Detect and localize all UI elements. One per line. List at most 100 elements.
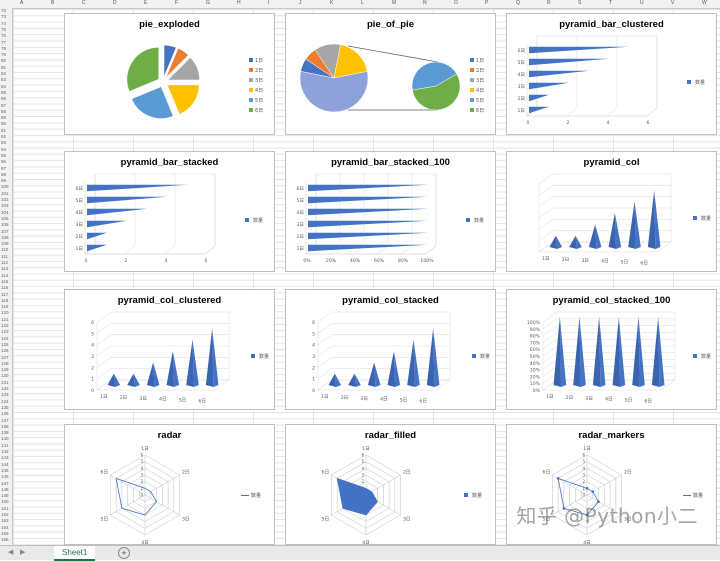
row-header[interactable]: 153	[1, 518, 9, 524]
column-header[interactable]: S	[578, 0, 582, 6]
row-header[interactable]: 92	[1, 134, 7, 139]
column-header[interactable]: U	[640, 0, 644, 6]
spreadsheet-area[interactable]: A B C D E F G H I J K L M N O P Q R S T U V W 72 73 74 75 76 77 78 79…	[0, 0, 720, 545]
row-header[interactable]: 73	[1, 14, 7, 20]
row-header[interactable]: 107	[1, 228, 9, 234]
chart-pyramid-col[interactable]: pyramid_col 1日 2日 3日 4日 5日 6日 数量	[506, 151, 717, 272]
row-header[interactable]: 118	[1, 297, 9, 303]
row-header[interactable]: 146	[1, 474, 9, 480]
row-header[interactable]: 89	[1, 115, 7, 121]
row-header[interactable]: 116	[1, 285, 9, 291]
row-header[interactable]: 119	[1, 304, 9, 310]
row-header[interactable]: 148	[1, 486, 9, 492]
row-header[interactable]: 74	[1, 20, 7, 26]
row-header[interactable]: 105	[1, 215, 9, 221]
column-header[interactable]: C	[82, 0, 86, 6]
row-header[interactable]: 140	[1, 436, 9, 442]
chart-pie-exploded[interactable]: pie_exploded 1日 2日 3日 4日 5日 6日	[64, 13, 275, 135]
row-header[interactable]: 85	[1, 89, 7, 95]
column-header[interactable]: N	[423, 0, 427, 6]
row-header[interactable]: 127	[1, 354, 9, 360]
chart-pyramid-bar-stacked[interactable]: pyramid_bar_stacked 0 2 4 6 1日 2日 3日 4日 5日 6日 数量	[64, 151, 275, 272]
column-header[interactable]: E	[144, 0, 148, 6]
row-header[interactable]: 82	[1, 71, 7, 76]
row-header[interactable]: 136	[1, 411, 9, 417]
row-header[interactable]: 93	[1, 140, 7, 146]
row-header[interactable]: 138	[1, 423, 9, 429]
row-header[interactable]: 108	[1, 234, 9, 240]
row-header[interactable]: 124	[1, 335, 9, 341]
row-header[interactable]: 113	[1, 266, 9, 272]
row-header[interactable]: 122	[1, 323, 9, 328]
row-header[interactable]: 83	[1, 77, 7, 83]
row-header[interactable]: 104	[1, 209, 9, 215]
column-header[interactable]: G	[206, 0, 210, 6]
row-header[interactable]: 97	[1, 165, 7, 171]
row-header[interactable]: 152	[1, 512, 9, 517]
next-sheet-icon[interactable]: ▶	[20, 549, 26, 556]
row-header[interactable]: 121	[1, 316, 9, 322]
column-header[interactable]: W	[702, 0, 707, 6]
row-header[interactable]: 141	[1, 442, 9, 448]
row-header[interactable]: 98	[1, 171, 7, 177]
chart-pyramid-col-stacked-100[interactable]: pyramid_col_stacked_100 0% 10% 20% 30% 40% 50%…	[506, 289, 717, 410]
column-header[interactable]: D	[113, 0, 117, 6]
column-header[interactable]: V	[671, 0, 675, 6]
column-header[interactable]: B	[51, 0, 55, 6]
row-header[interactable]: 77	[1, 39, 7, 45]
row-header[interactable]: 130	[1, 373, 9, 379]
row-header[interactable]: 88	[1, 108, 7, 114]
column-header[interactable]: O	[454, 0, 458, 6]
row-header[interactable]: 156	[1, 537, 9, 543]
row-header[interactable]: 106	[1, 222, 9, 228]
column-header[interactable]: P	[485, 0, 489, 6]
chart-pie-of-pie[interactable]: pie_of_pie 1日 2日 3日 4日 5日 6日	[285, 13, 496, 135]
row-header[interactable]: 115	[1, 278, 9, 284]
column-header[interactable]: H	[237, 0, 241, 6]
row-header[interactable]: 143	[1, 455, 9, 461]
row-header[interactable]: 100	[1, 184, 9, 190]
row-header[interactable]: 155	[1, 530, 9, 536]
row-header[interactable]: 131	[1, 379, 9, 385]
column-header[interactable]: R	[547, 0, 551, 6]
prev-sheet-icon[interactable]: ◀	[8, 549, 14, 556]
row-header[interactable]: 142	[1, 449, 9, 454]
column-header[interactable]: L	[361, 0, 364, 6]
chart-pyramid-col-stacked[interactable]: pyramid_col_stacked 0 1 2 3 4 5 6 1日 2日 3日 4日 5日 6日 数量	[285, 289, 496, 410]
row-header[interactable]: 81	[1, 64, 7, 70]
row-header[interactable]: 75	[1, 26, 7, 32]
row-header[interactable]: 134	[1, 398, 9, 404]
add-sheet-icon[interactable]: +	[118, 547, 130, 559]
row-header[interactable]: 99	[1, 178, 7, 184]
column-header[interactable]: I	[268, 0, 270, 6]
row-header[interactable]: 149	[1, 493, 9, 499]
row-header[interactable]: 101	[1, 190, 9, 196]
column-header[interactable]: M	[392, 0, 397, 6]
row-header[interactable]: 103	[1, 203, 9, 209]
column-headers[interactable]: A B C D E F G H I J K L M N O P Q R S T U V W	[0, 0, 720, 9]
row-header[interactable]: 110	[1, 247, 9, 253]
chart-radar-markers[interactable]: radar_markers 1日 2日 3日 4日 5日 6日 0 1 2 3 4 5 6 数量	[506, 424, 717, 545]
row-header[interactable]: 132	[1, 386, 9, 391]
row-header[interactable]: 147	[1, 480, 9, 486]
column-header[interactable]: T	[609, 0, 613, 6]
row-header[interactable]: 96	[1, 159, 7, 165]
row-header[interactable]: 135	[1, 404, 9, 410]
row-header[interactable]: 109	[1, 241, 9, 247]
column-header[interactable]: A	[20, 0, 24, 6]
column-header[interactable]: J	[299, 0, 302, 6]
chart-pyramid-bar-stacked-100[interactable]: pyramid_bar_stacked_100 0% 20% 40% 60% 80% 100…	[285, 151, 496, 272]
row-header[interactable]: 86	[1, 96, 7, 102]
chart-radar-filled[interactable]: radar_filled1日2日3日4日5日6日0123456数量	[285, 424, 496, 545]
row-header[interactable]: 145	[1, 467, 9, 473]
row-header[interactable]: 120	[1, 310, 9, 316]
chart-radar[interactable]: radar 1日 2日 3日 4日 5日 6日 0 1 2 3 4 5 6 数量	[64, 424, 275, 545]
row-header[interactable]: 91	[1, 127, 7, 133]
row-header[interactable]: 117	[1, 291, 9, 297]
row-header[interactable]: 151	[1, 505, 9, 511]
row-headers[interactable]: 72 73 74 75 76 77 78 79 80 81 82 83 84 85 86 87 88 89 90 91…	[0, 8, 13, 545]
row-header[interactable]: 79	[1, 52, 7, 58]
row-header[interactable]: 129	[1, 367, 9, 373]
row-header[interactable]: 123	[1, 329, 9, 335]
row-header[interactable]: 114	[1, 272, 9, 278]
